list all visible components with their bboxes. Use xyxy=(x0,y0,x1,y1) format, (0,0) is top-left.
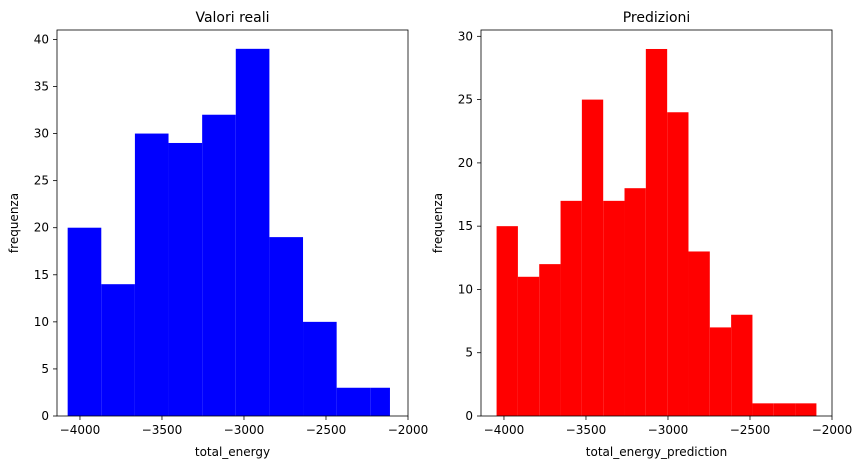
y-tick-label: 30 xyxy=(458,29,473,43)
y-tick-label: 20 xyxy=(458,156,473,170)
y-tick-label: 35 xyxy=(34,79,49,93)
histogram-bar xyxy=(303,321,337,416)
y-tick-label: 15 xyxy=(34,268,49,282)
histogram-bar xyxy=(269,237,304,416)
x-tick-label: −4000 xyxy=(60,423,101,437)
x-tick-label: −3500 xyxy=(566,423,607,437)
histogram-bar xyxy=(709,327,732,416)
chart-title: Predizioni xyxy=(623,10,691,26)
x-tick-label: −3000 xyxy=(648,423,689,437)
histogram-bar xyxy=(101,284,135,416)
histogram-bar xyxy=(517,276,540,416)
y-tick-label: 20 xyxy=(34,221,49,235)
histogram-bar xyxy=(496,226,518,416)
histogram-bar xyxy=(752,403,774,416)
y-tick-label: 30 xyxy=(34,127,49,141)
histogram-bar xyxy=(168,142,203,416)
y-tick-label: 5 xyxy=(41,362,49,376)
histogram-bar xyxy=(773,403,796,416)
histogram-bar xyxy=(603,200,625,416)
histogram-bar xyxy=(645,48,668,416)
x-tick-label: −2500 xyxy=(306,423,347,437)
x-tick-label: −4000 xyxy=(484,423,525,437)
histogram-bar xyxy=(581,99,604,416)
histogram-bar xyxy=(202,114,236,417)
y-tick-label: 25 xyxy=(34,174,49,188)
y-tick-label: 15 xyxy=(458,219,473,233)
y-tick-label: 40 xyxy=(34,32,49,46)
x-tick-label: −2000 xyxy=(812,423,853,437)
histogram-bar xyxy=(795,403,817,416)
x-axis-label: total_energy xyxy=(195,445,270,459)
plot-frame xyxy=(56,29,409,417)
y-tick-label: 10 xyxy=(458,282,473,296)
chart-title: Valori reali xyxy=(195,10,269,26)
histogram-bar xyxy=(624,188,646,416)
histogram-bar xyxy=(134,133,169,416)
histogram-bar xyxy=(67,227,102,416)
y-tick-label: 5 xyxy=(465,346,473,360)
y-axis-label: frequenza xyxy=(7,193,21,253)
histogram-bar xyxy=(667,112,689,416)
histogram-panel-valori-reali: −4000 −3500 −3000 −2500 −2000 0 5 10 15 20 25 30 35 4… xyxy=(7,10,428,459)
histogram-bar xyxy=(235,48,270,416)
x-tick-label: −2000 xyxy=(388,423,429,437)
y-axis-label: frequenza xyxy=(431,193,445,253)
x-tick-label: −3500 xyxy=(142,423,183,437)
histogram-bar xyxy=(539,264,561,416)
y-tick-label: 10 xyxy=(34,315,49,329)
histogram-bar xyxy=(688,251,710,416)
histogram-panel-predizioni: −4000 −3500 −3000 −2500 −2000 0 5 10 15 20 25 30 Pre… xyxy=(431,10,852,459)
x-axis-label: total_energy_prediction xyxy=(586,445,727,459)
histogram-bar xyxy=(560,200,582,416)
plot-frame xyxy=(480,29,833,417)
y-tick-label: 25 xyxy=(458,93,473,107)
x-tick-label: −3000 xyxy=(224,423,265,437)
x-tick-label: −2500 xyxy=(730,423,771,437)
histogram-bar xyxy=(731,314,753,416)
histogram-bar xyxy=(336,387,371,416)
histogram-bar xyxy=(370,387,390,416)
y-tick-label: 0 xyxy=(465,409,473,423)
y-tick-label: 0 xyxy=(41,409,49,423)
